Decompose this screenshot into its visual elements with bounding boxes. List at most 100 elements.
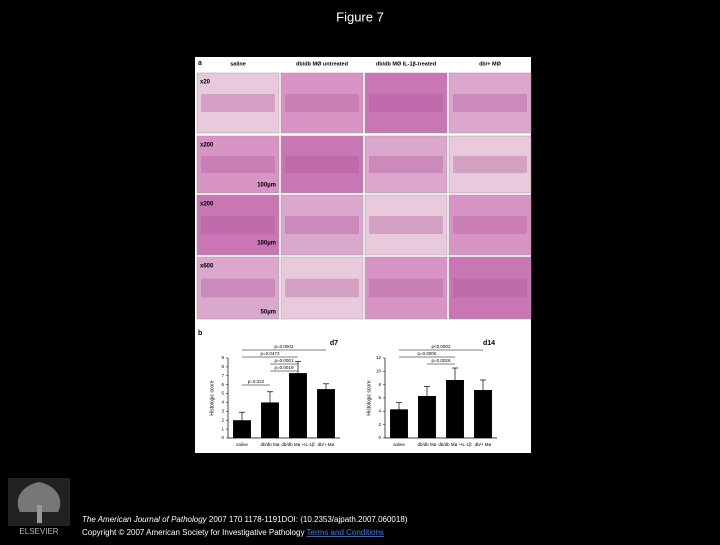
copyright: Copyright © 2007 American Society for In… [82,528,384,537]
x-tick-label: db/+ Mø [318,442,335,447]
citation: The American Journal of Pathology 2007 1… [82,515,408,524]
micrograph-texture [285,155,359,174]
row-label: x20 [200,80,211,86]
bar [317,389,335,438]
micrograph-texture [201,94,275,112]
micrograph [280,135,364,194]
y-tick-label: 0 [221,435,224,440]
micrograph-texture [369,216,443,234]
y-tick-label: 10 [376,369,382,374]
x-tick-label: saline [393,442,405,447]
micrograph [280,256,364,320]
micrograph-texture [453,278,527,298]
chart-title: d7 [330,340,338,347]
y-tick-label: 9 [221,355,224,360]
row-label: x600 [200,264,214,270]
y-tick-label: 7 [221,373,224,378]
p-value: p=0.022 [248,379,265,384]
x-tick-label: db/db Mø [260,442,279,447]
micrograph [448,135,532,194]
micrograph [196,135,280,194]
y-tick-label: 4 [221,400,224,405]
y-tick-label: 2 [221,417,224,422]
x-tick-label: db/db Mø [417,442,436,447]
micrograph [448,72,532,134]
row-label: x200 [200,143,214,149]
micrograph [196,194,280,256]
citation-details: 2007 170 1178-1191DOI: (10.2353/ajpath.2… [207,515,408,524]
micrograph-texture [285,94,359,112]
y-tick-label: 0 [378,435,381,440]
y-tick-label: 4 [378,409,381,414]
bar [474,390,492,438]
micrograph [364,72,448,134]
p-value: p=0.0006 [418,351,437,356]
micrograph-texture [201,155,275,174]
micrograph-texture [201,216,275,234]
y-tick-label: 5 [221,391,224,396]
p-value: p=0.0001 [275,358,294,363]
panel-label: a [198,60,202,67]
x-tick-label: saline [236,442,248,447]
micrograph [364,135,448,194]
micrograph-texture [369,155,443,174]
copyright-text: Copyright © 2007 American Society for In… [82,528,304,537]
y-tick-label: 8 [378,382,381,387]
x-tick-label: db/db Mø +IL-1β [438,442,472,447]
micrograph [196,256,280,320]
y-tick-label: 1 [221,426,224,431]
column-header: db/db MØ IL-1β-treated [376,61,436,67]
journal: The American Journal of Pathology [82,515,208,524]
micrograph [364,194,448,256]
row-label: x200 [200,202,214,208]
bar [418,396,436,438]
p-value: p=0.0026 [432,358,451,363]
x-tick-label: db/+ Mø [475,442,492,447]
y-tick-label: 6 [378,395,381,400]
micrograph [448,256,532,320]
scale-bar-label: 100µm [257,241,276,247]
micrograph-texture [453,94,527,112]
y-tick-label: 12 [376,355,382,360]
micrograph [280,194,364,256]
scale-bar-label: 100µm [257,183,276,189]
p-value: p<0.0002 [432,344,451,349]
y-tick-label: 8 [221,364,224,369]
bar [446,380,464,438]
column-header: db/db MØ untreated [296,61,348,67]
micrograph-texture [369,94,443,112]
micrograph-texture [369,278,443,298]
micrograph-texture [453,155,527,174]
panel-label: b [198,330,202,337]
micrograph [448,194,532,256]
bar [390,409,408,438]
micrograph-texture [285,216,359,234]
micrograph-texture [285,278,359,298]
bar [233,420,251,438]
p-value: p=0.0019 [275,365,294,370]
micrograph-texture [453,216,527,234]
micrograph [364,256,448,320]
bar [289,373,307,438]
bar [261,402,279,438]
y-tick-label: 6 [221,382,224,387]
micrograph [196,72,280,134]
terms-link[interactable]: Terms and Conditions [307,528,384,537]
chart-title: d14 [483,340,495,347]
y-tick-label: 3 [221,409,224,414]
y-axis-label: Histologic score [366,380,372,416]
micrograph [280,72,364,134]
p-value: p=0.0473 [261,351,280,356]
title: Figure 7 [336,9,384,24]
column-header: db/+ MØ [479,61,502,67]
publisher: ELSEVIER [19,527,58,536]
elsevier-logo [8,478,70,526]
y-axis-label: Histologic score [209,380,215,416]
column-header: saline [230,61,246,67]
y-tick-label: 2 [378,422,381,427]
scale-bar-label: 50µm [261,310,276,316]
p-value: p=0.0002 [275,344,294,349]
micrograph-texture [201,278,275,298]
